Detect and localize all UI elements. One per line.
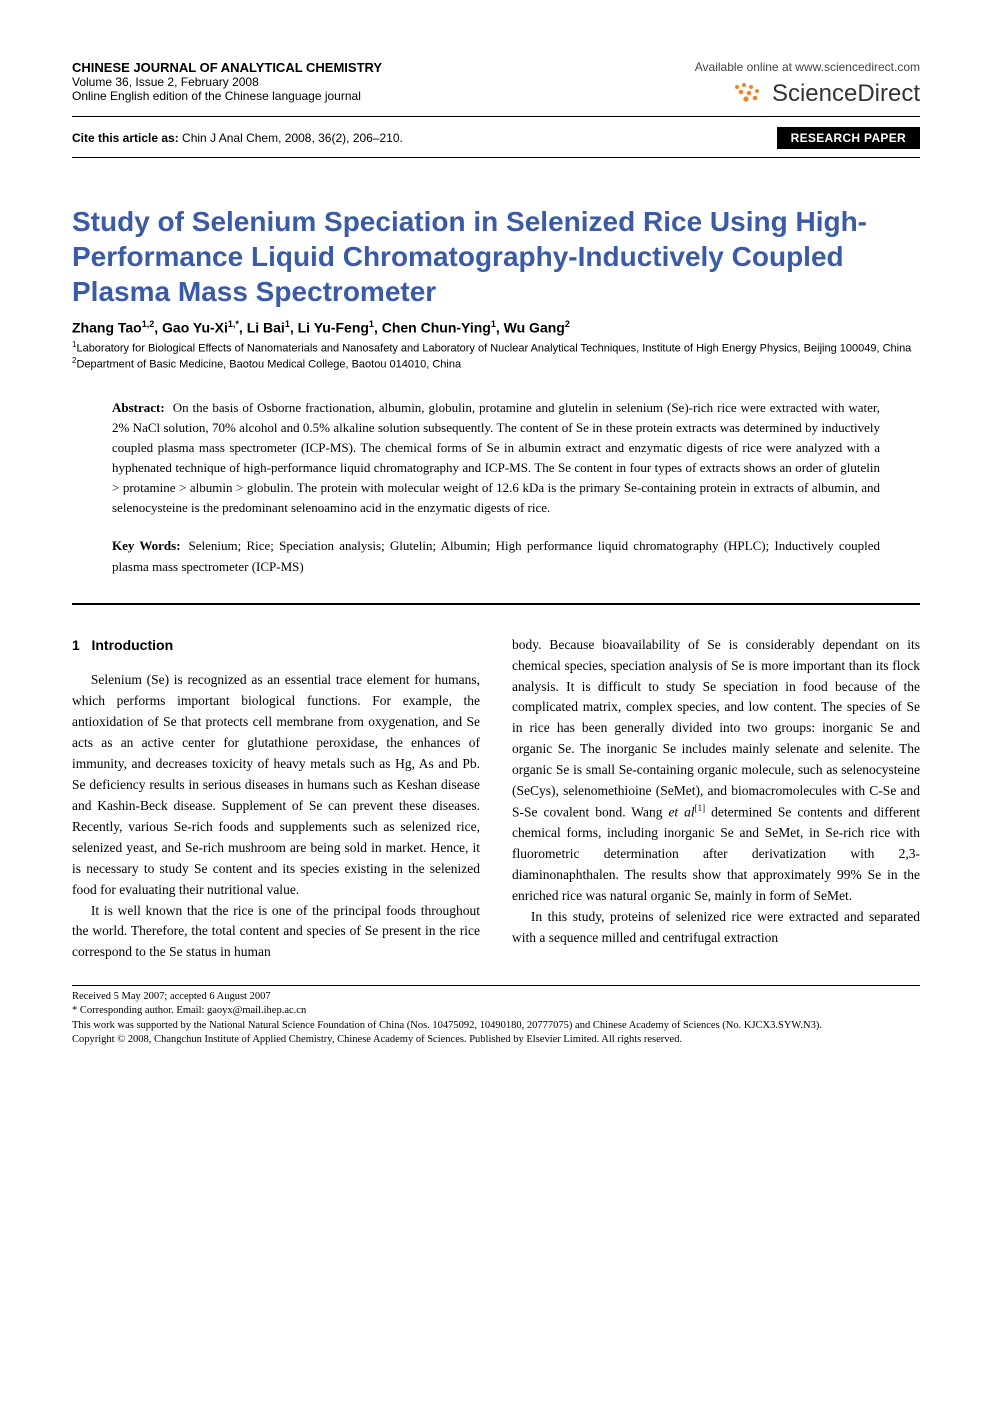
affiliation-2: 2Department of Basic Medicine, Baotou Me… <box>72 356 920 372</box>
keywords-text: Selenium; Rice; Speciation analysis; Glu… <box>112 538 880 573</box>
sciencedirect-block: Available online at www.sciencedirect.co… <box>695 60 920 108</box>
intro-para-2-cont: body. Because bioavailability of Se is c… <box>512 635 920 907</box>
abstract-label: Abstract: <box>112 400 165 415</box>
sciencedirect-logo-text: ScienceDirect <box>772 80 920 108</box>
keywords-paragraph: Key Words:Selenium; Rice; Speciation ana… <box>112 536 880 576</box>
journal-edition-line: Online English edition of the Chinese la… <box>72 89 382 103</box>
citation-text: Cite this article as: Chin J Anal Chem, … <box>72 131 403 145</box>
section-1-heading: 1 Introduction <box>72 635 480 657</box>
journal-name: CHINESE JOURNAL OF ANALYTICAL CHEMISTRY <box>72 60 382 75</box>
footnote-corresponding: * Corresponding author. Email: gaoyx@mai… <box>72 1004 920 1018</box>
available-online-text: Available online at www.sciencedirect.co… <box>695 60 920 74</box>
body-col-right: body. Because bioavailability of Se is c… <box>512 635 920 964</box>
article-title: Study of Selenium Speciation in Selenize… <box>72 204 920 309</box>
abstract-text: On the basis of Osborne fractionation, a… <box>112 400 880 516</box>
citation-row: Cite this article as: Chin J Anal Chem, … <box>72 117 920 157</box>
section-1-number: 1 <box>72 637 80 653</box>
abstract-block: Abstract:On the basis of Osborne fractio… <box>112 398 880 577</box>
affil-2-text: Department of Basic Medicine, Baotou Med… <box>76 358 461 370</box>
sciencedirect-logo: ScienceDirect <box>695 80 920 108</box>
intro-para-1: Selenium (Se) is recognized as an essent… <box>72 670 480 900</box>
rule-under-cite <box>72 157 920 158</box>
research-paper-badge: RESEARCH PAPER <box>777 127 920 149</box>
footnote-copyright: Copyright © 2008, Changchun Institute of… <box>72 1033 920 1047</box>
body-col-left: 1 Introduction Selenium (Se) is recogniz… <box>72 635 480 964</box>
affiliation-1: 1Laboratory for Biological Effects of Na… <box>72 340 920 356</box>
intro-para-2: It is well known that the rice is one of… <box>72 901 480 964</box>
col2-ref-num: [1] <box>695 803 706 813</box>
section-1-title: Introduction <box>91 637 173 653</box>
sciencedirect-dots-icon <box>732 81 766 108</box>
citation-label: Cite this article as: <box>72 131 179 145</box>
rule-after-abstract <box>72 603 920 605</box>
authors-line: Zhang Tao1,2, Gao Yu-Xi1,*, Li Bai1, Li … <box>72 319 920 336</box>
footnotes-block: Received 5 May 2007; accepted 6 August 2… <box>72 985 920 1047</box>
body-columns: 1 Introduction Selenium (Se) is recogniz… <box>72 635 920 964</box>
page-header: CHINESE JOURNAL OF ANALYTICAL CHEMISTRY … <box>72 60 920 108</box>
citation-value: Chin J Anal Chem, 2008, 36(2), 206–210. <box>179 131 403 145</box>
footnote-funding: This work was supported by the National … <box>72 1019 920 1033</box>
journal-volume-issue: Volume 36, Issue 2, February 2008 <box>72 75 382 89</box>
col2-p1-a: body. Because bioavailability of Se is c… <box>512 637 920 820</box>
footnote-received: Received 5 May 2007; accepted 6 August 2… <box>72 990 920 1004</box>
keywords-label: Key Words: <box>112 538 181 553</box>
journal-block: CHINESE JOURNAL OF ANALYTICAL CHEMISTRY … <box>72 60 382 103</box>
abstract-paragraph: Abstract:On the basis of Osborne fractio… <box>112 398 880 519</box>
affil-1-text: Laboratory for Biological Effects of Nan… <box>76 342 911 354</box>
col2-ref-etal: et al <box>668 805 694 820</box>
intro-para-3: In this study, proteins of selenized ric… <box>512 907 920 949</box>
